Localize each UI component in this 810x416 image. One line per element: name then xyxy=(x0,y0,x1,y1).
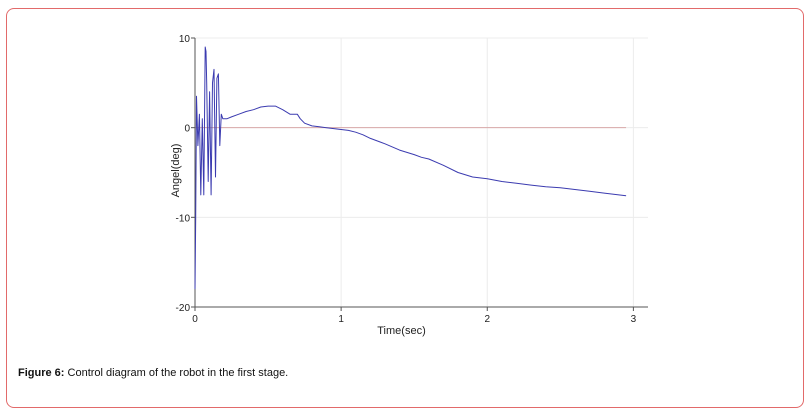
x-tick-label: 2 xyxy=(484,314,490,325)
y-tick-label: -10 xyxy=(176,213,191,224)
x-axis-title: Time(sec) xyxy=(377,325,425,337)
x-tick-label: 0 xyxy=(192,314,198,325)
figure-frame xyxy=(6,8,804,408)
y-axis-title: Angel(deg) xyxy=(170,144,182,198)
x-tick-label: 1 xyxy=(338,314,344,325)
grid-lines xyxy=(195,37,648,307)
x-ticks: 0 1 2 3 xyxy=(192,307,637,325)
x-tick-label: 3 xyxy=(631,314,637,325)
caption-text: Control diagram of the robot in the firs… xyxy=(67,367,289,379)
axes xyxy=(194,38,648,308)
figure-caption: Figure 6: Control diagram of the robot i… xyxy=(18,367,288,379)
y-ticks: 10 0 -10 -20 xyxy=(176,34,195,314)
caption-label: Figure 6: xyxy=(18,367,65,379)
y-tick-label: -20 xyxy=(176,303,191,314)
y-tick-label: 0 xyxy=(184,124,190,135)
series-line xyxy=(194,46,627,290)
y-tick-label: 10 xyxy=(179,34,191,45)
